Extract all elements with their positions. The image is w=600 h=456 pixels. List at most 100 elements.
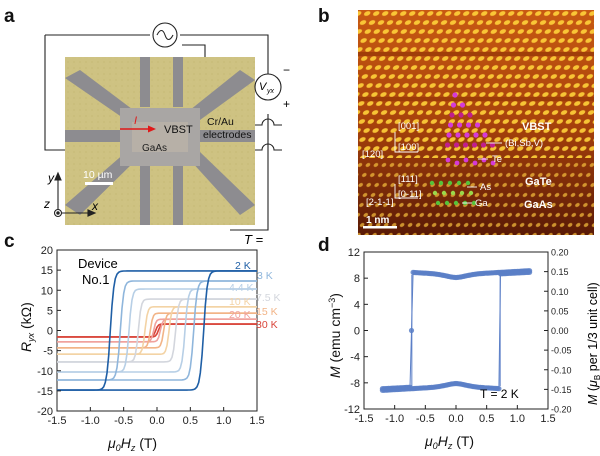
- hysteresis-branch-up: [57, 318, 257, 343]
- x-tick-label-c: 1.5: [249, 415, 264, 427]
- atom-dot-bisbv: [482, 132, 488, 138]
- atom-dot-bisbv: [471, 142, 478, 148]
- coordinate-axes: [53, 171, 97, 218]
- x-tick-label-d: -0.5: [416, 413, 435, 425]
- y-tick-label-c: 20: [41, 245, 53, 257]
- scale-bar-label-b: 1 nm: [366, 215, 389, 226]
- atom-dot-te: [454, 160, 460, 166]
- atom-dot-bisbv: [452, 92, 458, 98]
- legend-entry-c: 3 K: [257, 270, 273, 282]
- y2-tick-label-d: 0.05: [551, 306, 569, 316]
- atom-dot-te: [472, 160, 478, 166]
- atom-dot-bisbv: [474, 122, 481, 128]
- hysteresis-branch-up: [57, 312, 257, 349]
- atom-dot-asga: [453, 200, 459, 206]
- device-micrograph: [65, 57, 255, 225]
- atom-dot-asga: [441, 190, 447, 196]
- x-tick-label-d: 0.5: [479, 413, 494, 425]
- atom-dot-bisbv: [459, 102, 466, 108]
- y-tick-label-c: 0: [47, 326, 53, 338]
- atom-dot-bisbv: [473, 132, 479, 138]
- y2-tick-label-d: 0.20: [551, 248, 569, 258]
- plot-d-series: [379, 268, 533, 393]
- atom-dot-bisbv: [453, 142, 460, 148]
- stem-labels: [001] [120] [100] [111] [0-11] [2-1-1] V…: [362, 121, 553, 226]
- legend-entry-c: 4.4 K: [229, 282, 254, 294]
- axis-y-label: y: [47, 171, 55, 185]
- hysteresis-branch-down: [57, 318, 257, 343]
- legend-entry-c: 7.5 K: [256, 292, 281, 304]
- atom-dot-asga: [429, 180, 435, 186]
- atom-bisbv: (Bi,Sb,V): [505, 138, 543, 149]
- panel-a: a: [4, 6, 290, 231]
- x-axis-label-d: μ0Hz (T): [424, 433, 474, 451]
- wire-crossing-2: [255, 143, 282, 151]
- plus-sign: +: [283, 97, 290, 111]
- atom-dot-bisbv: [462, 142, 469, 148]
- atom-dot-bisbv: [444, 142, 451, 148]
- atom-dot-asga: [468, 190, 474, 196]
- y-tick-label-d: 0: [354, 326, 360, 338]
- scale-bar-b: [363, 226, 397, 229]
- atom-dot-bisbv: [480, 142, 487, 148]
- device-label-1: Device: [78, 256, 118, 271]
- atom-dot-bisbv: [465, 122, 472, 128]
- legend-entry-c: 10 K: [229, 296, 251, 308]
- atom-dot-bisbv: [446, 132, 452, 138]
- wire-crossing: [255, 118, 282, 126]
- current-arrow-head: [148, 125, 156, 133]
- atom-dot-asga: [456, 180, 462, 186]
- minus-sign: −: [283, 63, 290, 77]
- atom-dot-bisbv: [464, 132, 470, 138]
- plot-c-ticks: -1.5 -1.0 -0.5 0.0 0.5 1.0 1.5 -20 -15 -10 -5 0 5 10 1…: [37, 245, 265, 427]
- legend-entry-c: 2 K: [235, 260, 251, 272]
- plot-c-series: [57, 270, 257, 391]
- y-tick-label-c: 15: [41, 265, 53, 277]
- y-tick-label-d: 8: [354, 273, 360, 285]
- y-tick-label-d: -4: [350, 352, 360, 364]
- magnetization-branch-up: [382, 271, 530, 391]
- hysteresis-branch-down: [57, 306, 257, 355]
- circuit-wires: [44, 34, 269, 231]
- atom-dot-asga: [438, 180, 444, 186]
- y-tick-label-d: 4: [354, 299, 360, 311]
- data-point-d: [408, 327, 415, 334]
- atom-dot-asga: [459, 190, 465, 196]
- y-tick-label-c: -5: [43, 346, 53, 358]
- atom-dot-bisbv: [458, 112, 464, 118]
- atom-dot-asga: [435, 200, 441, 206]
- y-tick-label-c: -10: [37, 366, 53, 378]
- data-point-d: [496, 386, 502, 392]
- atom-dot-bisbv: [489, 142, 496, 148]
- atom-dot-asga: [471, 200, 477, 206]
- y-tick-label-d: -8: [350, 378, 360, 390]
- atom-dot-asga: [450, 190, 456, 196]
- hysteresis-branch-down: [57, 270, 257, 391]
- x-tick-label-c: -0.5: [114, 415, 133, 427]
- data-point-d: [410, 269, 416, 275]
- atom-dot-asga: [432, 190, 438, 196]
- panel-d: d -1.5 -1.0 -0.5 0.0 0.5 1.0 1.5 -12 -8 -4 0 4 8 12 -0…: [318, 235, 600, 451]
- x-axis-label-c: μ0Hz (T): [107, 435, 157, 453]
- panel-b-label: b: [318, 6, 330, 27]
- hysteresis-branch-down: [57, 280, 257, 381]
- x-tick-label-d: 1.0: [510, 413, 525, 425]
- legend-entry-c: 30 K: [256, 319, 278, 331]
- hysteresis-branch-up: [57, 298, 257, 363]
- y-tick-label-d: -12: [344, 404, 360, 416]
- dir-0-11: [0-11]: [398, 189, 422, 200]
- y2-tick-label-d: -0.20: [551, 405, 572, 415]
- electrode-label-2: electrodes: [203, 129, 251, 141]
- y2-axis-label-d: M (μB per 1/3 unit cell): [586, 282, 600, 405]
- vbst-film: [132, 122, 188, 152]
- x-tick-label-c: -1.0: [81, 415, 100, 427]
- hysteresis-branch-down: [57, 298, 257, 363]
- gaas-label: GaAs: [142, 143, 167, 154]
- y2-tick-label-d: 0.15: [551, 267, 569, 277]
- y-tick-label-d: 12: [348, 247, 360, 259]
- x-tick-label-d: 1.5: [540, 413, 555, 425]
- atom-dot-te: [481, 157, 487, 163]
- atom-dot-bisbv: [450, 102, 457, 108]
- x-tick-label-c: 1.0: [216, 415, 231, 427]
- device-label-2: No.1: [82, 272, 109, 287]
